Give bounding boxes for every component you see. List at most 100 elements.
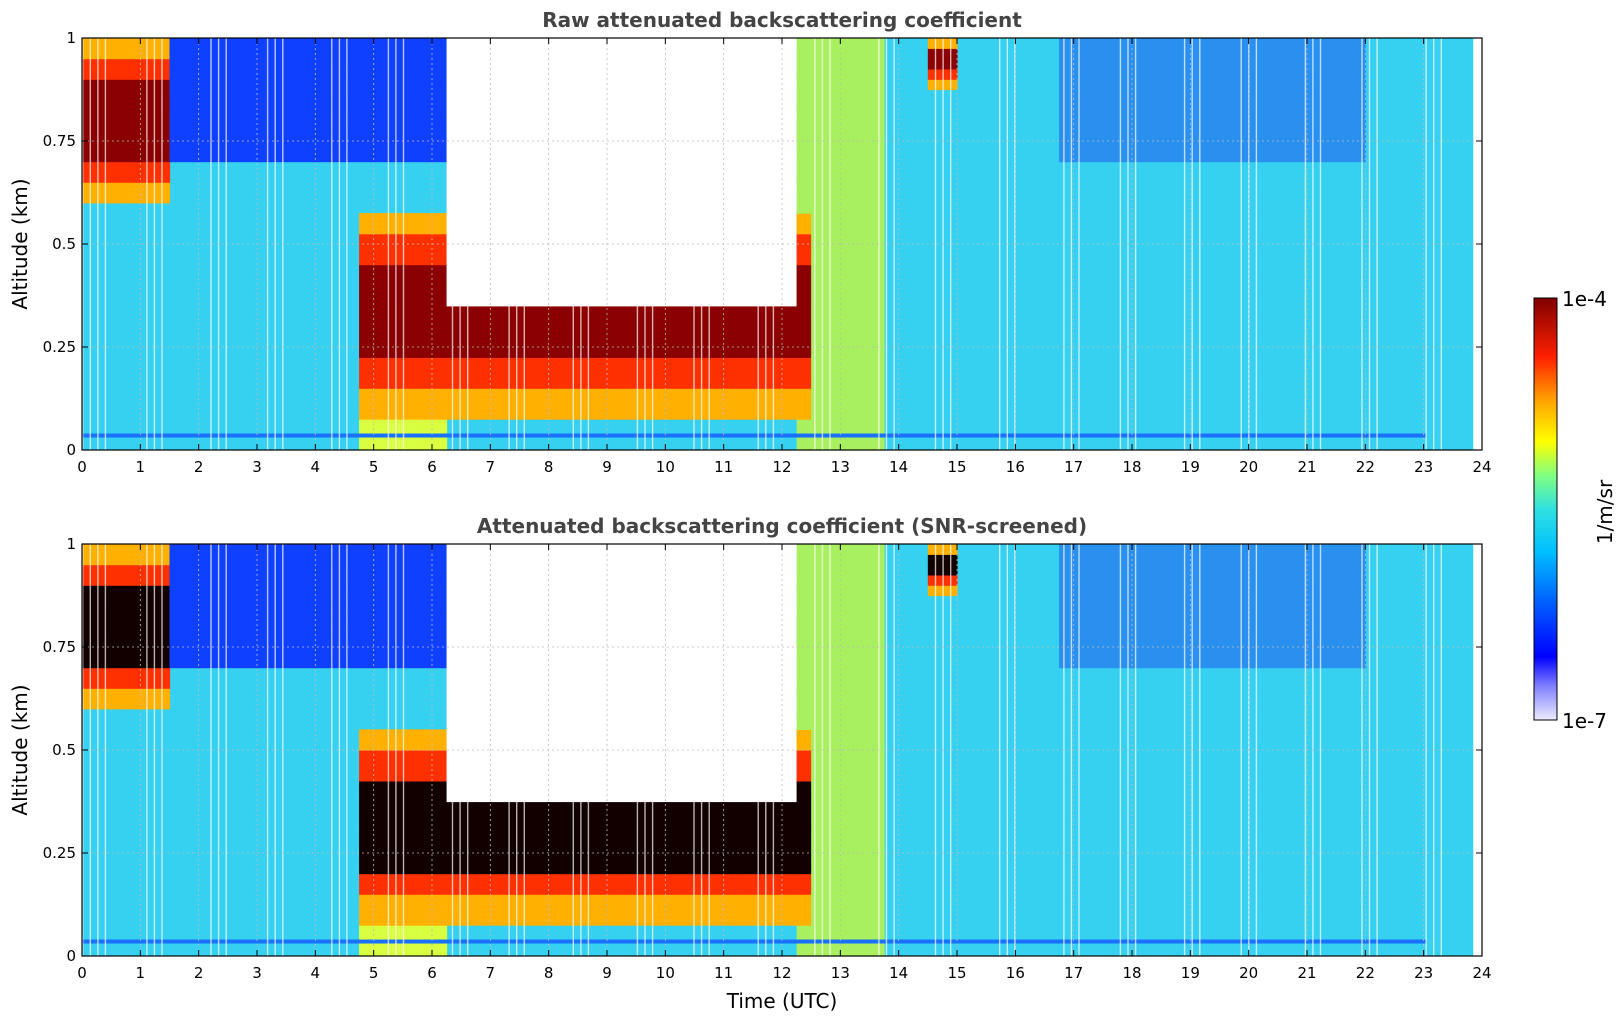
heatmap-cell: [854, 58, 871, 70]
heatmap-cell: [1204, 48, 1221, 60]
heatmap-cell: [854, 770, 871, 782]
heatmap-cell: [767, 377, 783, 389]
heatmap-cell: [534, 739, 550, 751]
heatmap-cell: [796, 739, 812, 751]
heatmap-cell: [271, 89, 287, 101]
heatmap-cell: [402, 38, 419, 49]
heatmap-cell: [592, 647, 608, 658]
heatmap-cell: [475, 48, 491, 60]
heatmap-cell: [782, 832, 798, 844]
heatmap-cell: [767, 770, 783, 782]
heatmap-cell: [534, 894, 550, 906]
heatmap-cell: [811, 141, 827, 152]
heatmap-cell: [1132, 616, 1148, 627]
heatmap-cell: [607, 729, 623, 741]
heatmap-cell: [636, 842, 652, 854]
heatmap-cell: [1088, 151, 1104, 163]
heatmap-cell: [752, 791, 769, 803]
heatmap-cell: [840, 202, 856, 214]
heatmap-cell: [359, 780, 375, 792]
heatmap-cell: [125, 89, 141, 101]
x-tick-label: 21: [1297, 964, 1316, 982]
heatmap-cell: [1059, 616, 1075, 627]
heatmap-cell: [621, 647, 637, 658]
heatmap-cell: [650, 739, 666, 751]
heatmap-cell: [709, 326, 725, 338]
heatmap-cell: [636, 357, 652, 369]
heatmap-cell: [490, 791, 506, 803]
heatmap-cell: [1117, 564, 1133, 576]
heatmap-cell: [519, 161, 535, 173]
heatmap-cell: [577, 79, 594, 91]
heatmap-cell: [811, 873, 827, 885]
gap-stripe: [934, 38, 937, 450]
heatmap-cell: [782, 398, 798, 410]
heatmap-cell: [359, 647, 375, 658]
heatmap-cell: [709, 863, 725, 875]
heatmap-cell: [417, 873, 433, 885]
heatmap-cell: [577, 729, 594, 741]
heatmap-cell: [811, 419, 827, 430]
heatmap-cell: [140, 636, 156, 648]
heatmap-cell: [665, 626, 681, 638]
heatmap-cell: [869, 367, 885, 379]
heatmap-cell: [811, 161, 827, 173]
heatmap-cell: [1073, 68, 1089, 80]
heatmap-cell: [1321, 68, 1337, 80]
heatmap-cell: [344, 636, 360, 648]
heatmap-cell: [752, 367, 769, 379]
heatmap-cell: [519, 780, 535, 792]
heatmap-cell: [534, 347, 550, 358]
heatmap-cell: [359, 68, 375, 80]
heatmap-cell: [796, 58, 812, 70]
heatmap-cell: [679, 626, 696, 638]
heatmap-cell: [475, 377, 491, 389]
heatmap-cell: [709, 647, 725, 658]
heatmap-cell: [869, 667, 885, 679]
heatmap-cell: [315, 38, 331, 49]
heatmap-cell: [811, 151, 827, 163]
heatmap-cell: [854, 295, 871, 307]
heatmap-cell: [402, 305, 419, 317]
heatmap-cell: [432, 544, 448, 555]
heatmap-cell: [679, 708, 696, 720]
heatmap-cell: [461, 677, 477, 689]
gap-stripe: [89, 38, 91, 450]
heatmap-cell: [1321, 647, 1337, 658]
heatmap-cell: [621, 161, 637, 173]
heatmap-cell: [475, 408, 491, 420]
heatmap-cell: [534, 316, 550, 327]
heatmap-cell: [723, 38, 739, 49]
heatmap-cell: [650, 377, 666, 389]
heatmap-cell: [854, 708, 871, 720]
heatmap-cell: [1292, 130, 1308, 142]
heatmap-cell: [140, 161, 156, 173]
heatmap-cell: [475, 285, 491, 297]
heatmap-cell: [1190, 151, 1206, 163]
heatmap-cell: [1204, 99, 1221, 111]
heatmap-cell: [840, 274, 856, 286]
heatmap-cell: [417, 130, 433, 142]
heatmap-cell: [607, 295, 623, 307]
heatmap-cell: [402, 264, 419, 276]
heatmap-cell: [169, 141, 185, 152]
heatmap-cell: [723, 780, 739, 792]
heatmap-cell: [782, 883, 798, 895]
heatmap-cell: [738, 130, 754, 142]
y-tick-label: 1: [66, 29, 76, 47]
heatmap-cell: [461, 347, 477, 358]
heatmap-cell: [636, 326, 652, 338]
heatmap-cell: [1117, 110, 1133, 121]
heatmap-cell: [446, 120, 462, 132]
heatmap-cell: [184, 79, 200, 91]
heatmap-cell: [825, 925, 841, 936]
heatmap-cell: [461, 822, 477, 833]
heatmap-cell: [548, 388, 564, 400]
heatmap-cell: [621, 750, 637, 761]
heatmap-cell: [534, 688, 550, 700]
heatmap-cell: [1263, 544, 1279, 555]
heatmap-cell: [621, 213, 637, 224]
heatmap-cell: [461, 647, 477, 658]
x-tick-label: 5: [369, 458, 379, 476]
heatmap-cell: [1073, 120, 1089, 132]
